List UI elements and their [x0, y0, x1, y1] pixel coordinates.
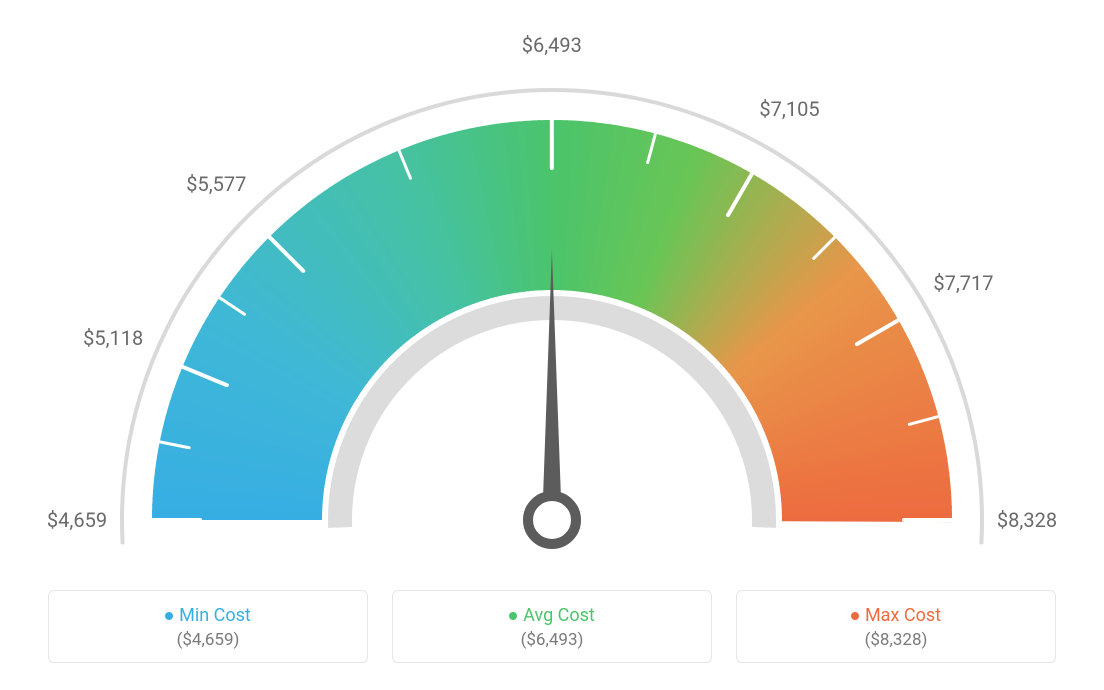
- gauge-tick-label: $6,493: [522, 33, 582, 57]
- gauge-tick-label: $8,328: [997, 508, 1057, 532]
- legend-max-card: Max Cost ($8,328): [736, 590, 1056, 663]
- legend-min-value: ($4,659): [49, 630, 367, 650]
- gauge-tick-label: $5,577: [186, 172, 246, 196]
- legend-row: Min Cost ($4,659) Avg Cost ($6,493) Max …: [0, 590, 1104, 663]
- legend-avg-value: ($6,493): [393, 630, 711, 650]
- legend-avg-card: Avg Cost ($6,493): [392, 590, 712, 663]
- cost-gauge: $4,659 $5,118 $5,577 $6,493 $7,105 $7,717 $8,3…: [0, 0, 1104, 570]
- legend-max-title: Max Cost: [737, 605, 1055, 626]
- gauge-tick-label: $7,105: [759, 97, 819, 121]
- dot-icon: [509, 612, 517, 620]
- dot-icon: [165, 612, 173, 620]
- gauge-tick-label: $5,118: [83, 326, 143, 350]
- legend-max-label: Max Cost: [865, 605, 941, 626]
- dot-icon: [851, 612, 859, 620]
- gauge-tick-label: $7,717: [933, 271, 993, 295]
- legend-max-value: ($8,328): [737, 630, 1055, 650]
- legend-avg-title: Avg Cost: [393, 605, 711, 626]
- legend-min-label: Min Cost: [179, 605, 251, 626]
- legend-avg-label: Avg Cost: [523, 605, 595, 626]
- legend-min-card: Min Cost ($4,659): [48, 590, 368, 663]
- legend-min-title: Min Cost: [49, 605, 367, 626]
- gauge-tick-label: $4,659: [47, 508, 107, 532]
